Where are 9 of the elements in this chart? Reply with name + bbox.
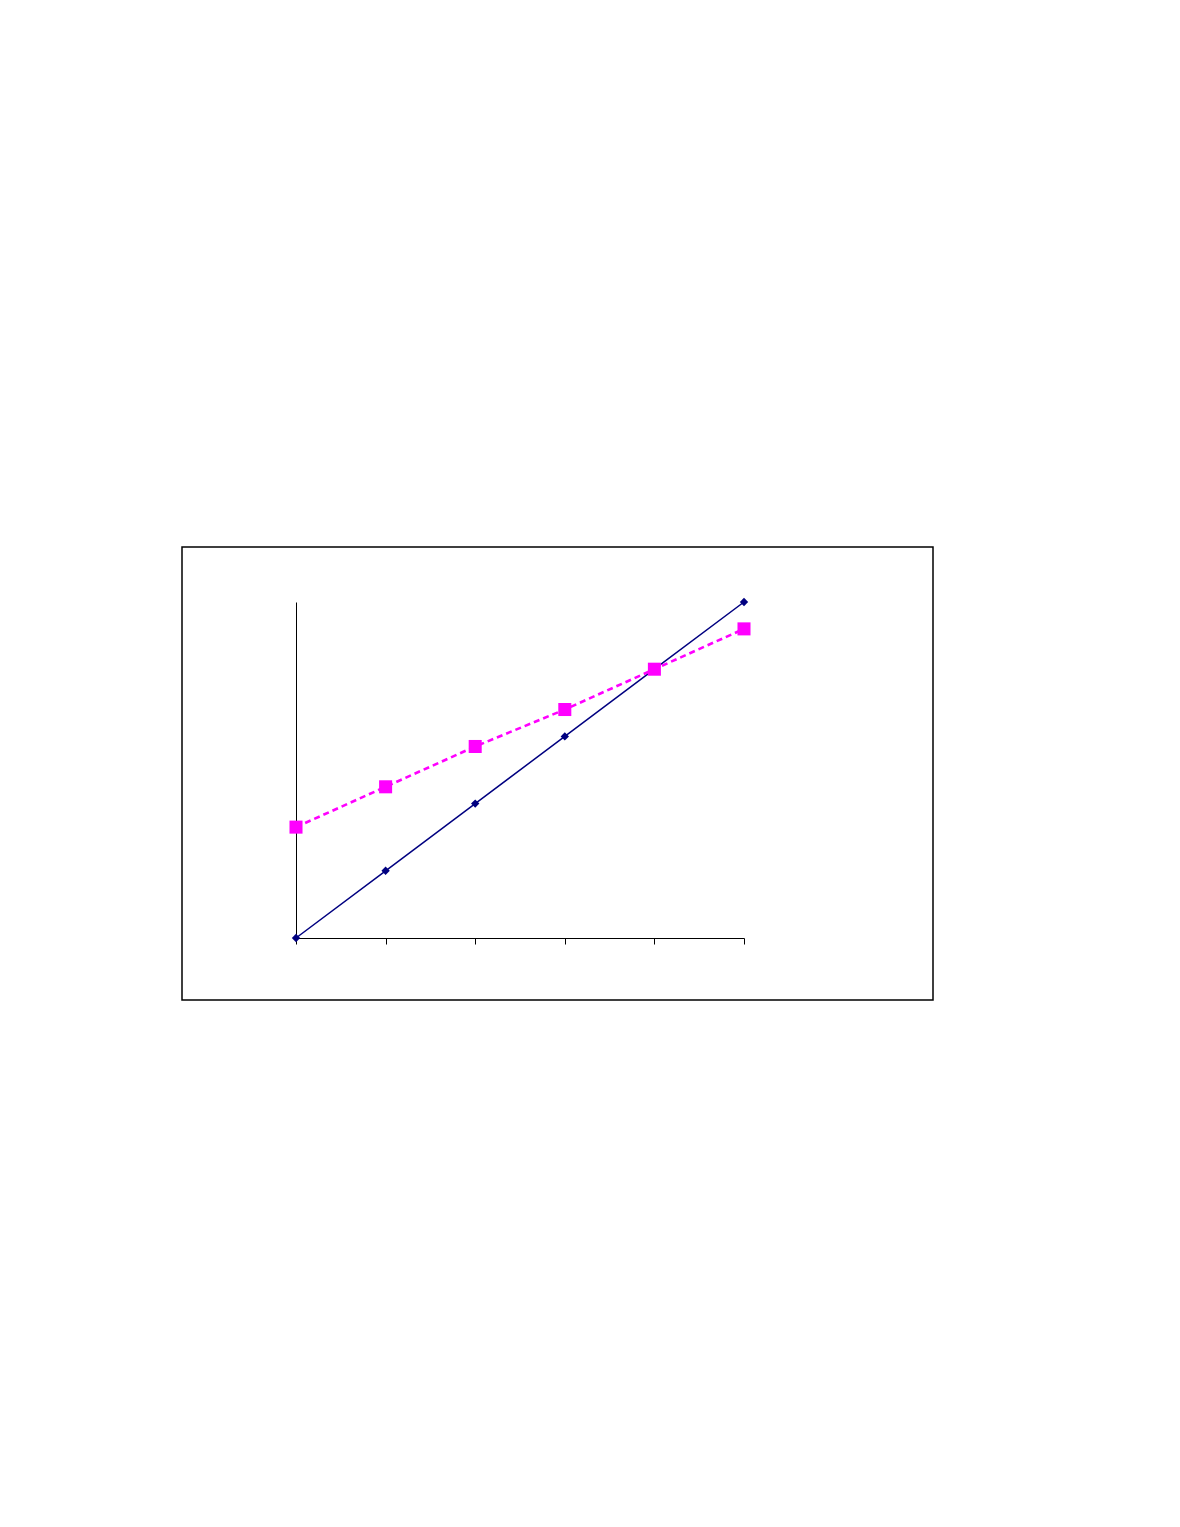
point [289,820,303,834]
point [739,597,749,607]
point [471,799,480,808]
point [737,622,751,636]
point [558,703,572,717]
point [468,739,482,753]
point [560,732,569,741]
point [381,866,390,875]
point [379,780,393,794]
